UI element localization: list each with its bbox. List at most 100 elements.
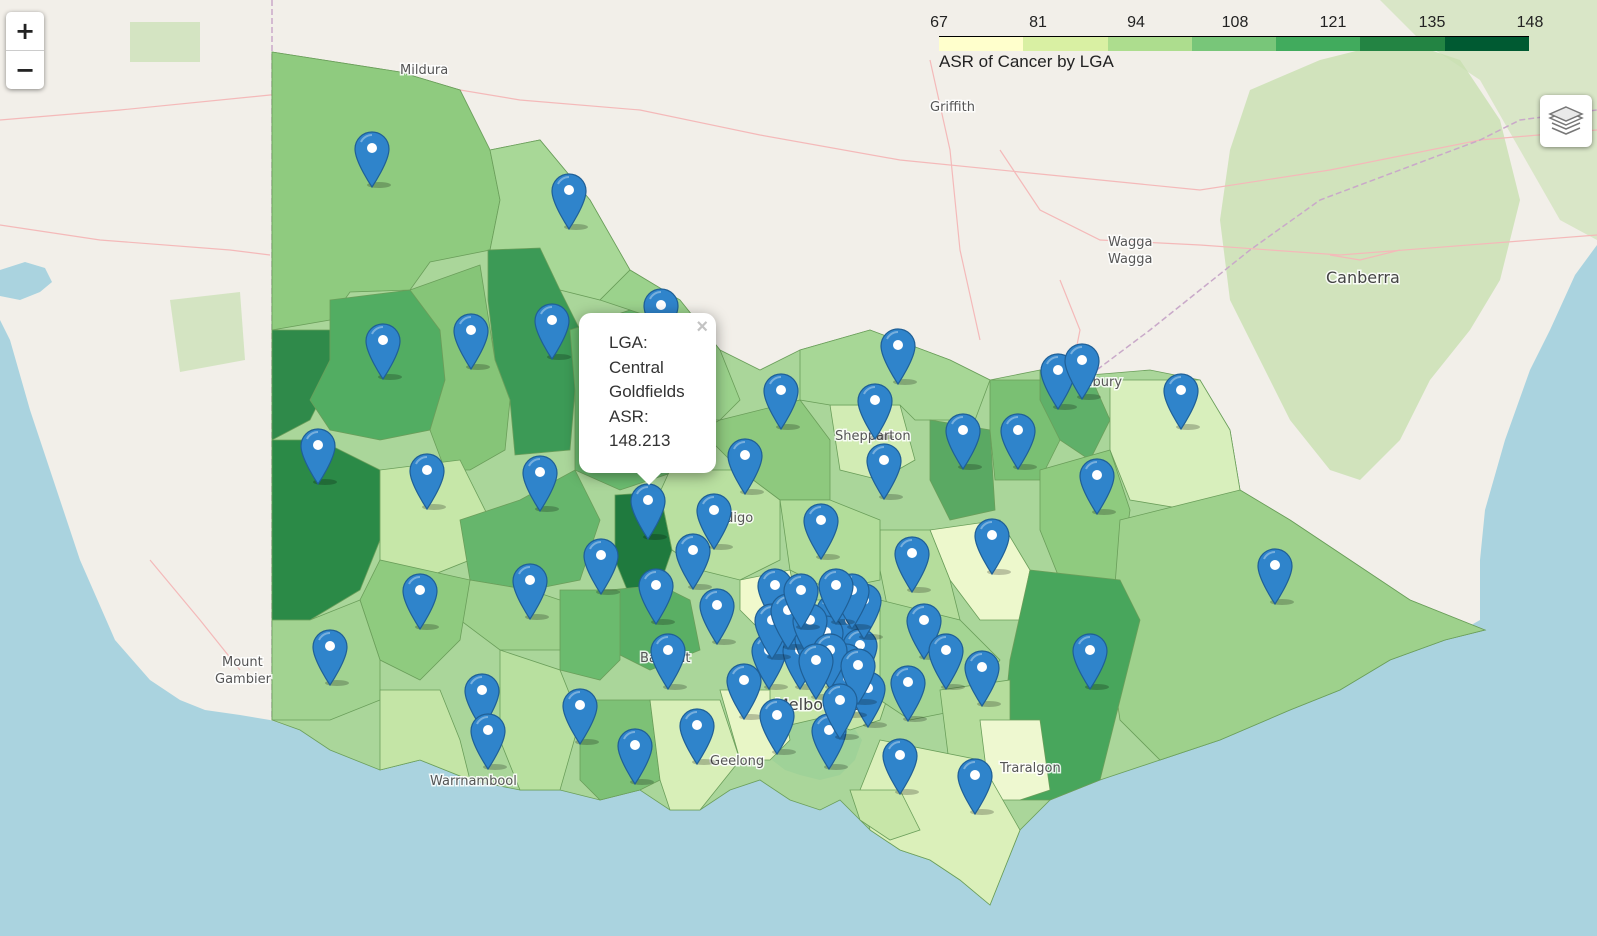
map-marker-pin[interactable] — [893, 535, 931, 594]
map-marker-pin[interactable] — [1063, 342, 1101, 401]
lga-buloke[interactable] — [487, 247, 581, 456]
place-label: Wagga — [1108, 252, 1152, 267]
zoom-in-button[interactable]: + — [6, 12, 44, 51]
legend-tick: 135 — [1418, 14, 1446, 31]
zoom-control: + − — [6, 12, 44, 89]
map-marker-pin[interactable] — [927, 632, 965, 691]
legend-swatch — [1360, 37, 1445, 51]
map-marker-pin[interactable] — [881, 737, 919, 796]
forest-patch — [170, 292, 245, 372]
zoom-out-button[interactable]: − — [14, 56, 36, 84]
map-marker-pin[interactable] — [1256, 547, 1294, 606]
map-marker-pin[interactable] — [963, 649, 1001, 708]
lga-swan-hill[interactable] — [489, 139, 631, 301]
map-marker-pin[interactable] — [817, 567, 855, 626]
forest-patch — [130, 22, 200, 62]
map-marker-pin[interactable] — [408, 452, 446, 511]
legend-swatch — [1444, 37, 1529, 51]
legend-color-bar — [939, 36, 1529, 51]
map-marker-pin[interactable] — [973, 517, 1011, 576]
map-marker-pin[interactable] — [802, 502, 840, 561]
map-marker-pin[interactable] — [678, 707, 716, 766]
map-marker-pin[interactable] — [762, 372, 800, 431]
map-marker-pin[interactable] — [782, 572, 820, 631]
legend-tick: 94 — [1127, 14, 1145, 31]
legend-swatch — [1023, 37, 1108, 51]
popup-lga-name-1: Central — [609, 357, 664, 377]
map-marker-pin[interactable] — [511, 562, 549, 621]
map-marker-pin[interactable] — [725, 662, 763, 721]
map-marker-pin[interactable] — [469, 712, 507, 771]
map-marker-pin[interactable] — [637, 567, 675, 626]
place-label: Mildura — [400, 63, 448, 78]
map-marker-pin[interactable] — [550, 172, 588, 231]
popup-close-button[interactable]: × — [696, 316, 708, 338]
popup-asr-value: 148.213 — [609, 431, 671, 450]
lga-east-gippsland[interactable] — [1109, 489, 1487, 761]
map-marker-pin[interactable] — [856, 382, 894, 441]
map-marker-pin[interactable] — [452, 312, 490, 371]
map-marker-pin[interactable] — [821, 682, 859, 741]
lga-yarriambiack[interactable] — [409, 264, 511, 471]
place-label: Canberra — [1326, 268, 1400, 287]
lga-ballarat[interactable] — [559, 589, 621, 681]
map-marker-pin[interactable] — [401, 572, 439, 631]
color-legend: 67 81 94 108 121 135 148 ASR of Cancer b… — [930, 10, 1550, 80]
map-marker-pin[interactable] — [865, 442, 903, 501]
legend-swatch — [1191, 37, 1277, 51]
map-marker-pin[interactable] — [698, 587, 736, 646]
map-marker-pin[interactable] — [299, 427, 337, 486]
map-marker-pin[interactable] — [726, 437, 764, 496]
legend-swatch — [1276, 37, 1361, 51]
map-marker-pin[interactable] — [649, 632, 687, 691]
popup-content: LGA: Central Goldfields ASR: 148.213 — [609, 331, 685, 454]
map-marker-pin[interactable] — [353, 130, 391, 189]
map-marker-pin[interactable] — [839, 647, 877, 706]
map-marker-pin[interactable] — [629, 482, 667, 541]
map-marker-pin[interactable] — [695, 492, 733, 551]
map-marker-pin[interactable] — [521, 454, 559, 513]
map-marker-pin[interactable] — [999, 412, 1037, 471]
road-network — [0, 59, 1597, 671]
map-marker-pin[interactable] — [364, 322, 402, 381]
map-marker-pin[interactable] — [311, 628, 349, 687]
legend-swatch — [939, 37, 1024, 51]
map-marker-pin[interactable] — [582, 537, 620, 596]
forest-patch — [1220, 40, 1520, 480]
place-label: Warrnambool — [430, 774, 517, 789]
popup-asr-label: ASR: — [609, 406, 649, 426]
lga-moyne[interactable] — [379, 689, 471, 781]
map-marker-pin[interactable] — [758, 697, 796, 756]
map-marker-pin[interactable] — [1071, 632, 1109, 691]
place-label: Griffith — [930, 100, 975, 115]
legend-caption: ASR of Cancer by LGA — [939, 52, 1114, 71]
lga-mildura[interactable] — [271, 51, 501, 331]
legend-tick: 121 — [1319, 14, 1347, 31]
legend-tick: 67 — [930, 14, 948, 31]
map-marker-pin[interactable] — [533, 302, 571, 361]
forest-patch — [1380, 0, 1597, 240]
legend-tick: 81 — [1029, 14, 1047, 31]
popup-lga-name-2: Goldfields — [609, 382, 685, 401]
map-marker-pin[interactable] — [956, 757, 994, 816]
popup-lga-label: LGA: — [609, 333, 648, 352]
map-marker-pin[interactable] — [1162, 372, 1200, 431]
place-label: Wagga — [1108, 235, 1152, 250]
place-label: Geelong — [710, 754, 764, 769]
map-marker-pin[interactable] — [889, 664, 927, 723]
map-marker-pin[interactable] — [944, 412, 982, 471]
place-label: Traralgon — [999, 761, 1061, 776]
map-marker-pin[interactable] — [879, 327, 917, 386]
lga-bass-coast[interactable] — [849, 789, 921, 841]
popup-tip — [635, 471, 663, 485]
layers-icon — [1548, 106, 1584, 135]
legend-ticks: 67 81 94 108 121 135 148 — [930, 14, 1550, 34]
map-marker-pin[interactable] — [616, 727, 654, 786]
legend-tick: 148 — [1516, 14, 1544, 31]
map-marker-pin[interactable] — [561, 687, 599, 746]
map-marker-pin[interactable] — [1078, 457, 1116, 516]
map-marker-pin[interactable] — [674, 532, 712, 591]
layers-control-button[interactable] — [1540, 95, 1592, 147]
